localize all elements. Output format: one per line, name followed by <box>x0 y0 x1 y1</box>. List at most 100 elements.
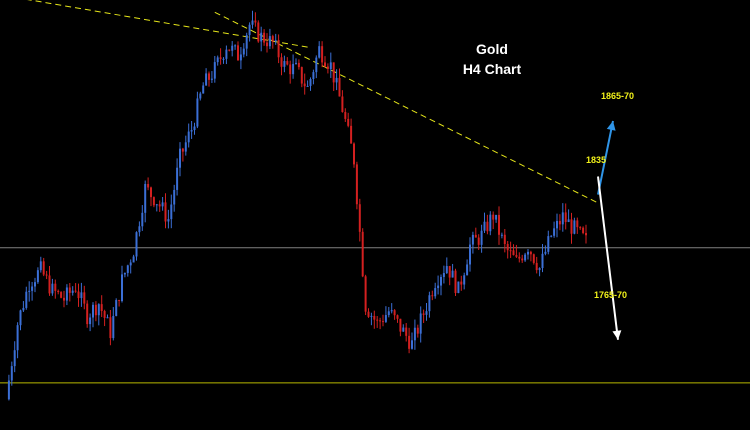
candle-body-162 <box>477 237 480 245</box>
candle-body-9 <box>34 282 36 287</box>
candle-body-93 <box>277 40 280 58</box>
candle-body-190 <box>558 220 561 225</box>
candle-body-26 <box>83 292 86 304</box>
candle-body-148 <box>437 285 440 289</box>
chart-subtitle: H4 Chart <box>462 61 522 77</box>
candle-body-5 <box>22 307 25 311</box>
candle-body-35 <box>109 317 112 339</box>
candle-body-169 <box>498 214 500 235</box>
candle-body-179 <box>527 251 529 255</box>
target-down-label: 1765-70 <box>594 290 628 300</box>
candle-body-129 <box>382 321 384 323</box>
candle-body-155 <box>457 281 460 293</box>
candle-body-164 <box>483 221 486 231</box>
candle-body-37 <box>115 300 118 316</box>
candle-body-33 <box>103 311 106 318</box>
candle-body-50 <box>152 197 155 206</box>
candle-body-98 <box>292 63 295 75</box>
candle-body-47 <box>144 183 147 213</box>
candle-body-132 <box>390 310 393 312</box>
candle-body-197 <box>579 227 582 229</box>
candle-body-125 <box>370 315 373 317</box>
candle-body-32 <box>100 304 103 312</box>
candle-body-24 <box>77 291 80 299</box>
candle-body-115 <box>341 96 344 113</box>
candle-body-25 <box>80 292 83 299</box>
candle-body-38 <box>118 300 121 302</box>
candle-body-55 <box>167 219 170 222</box>
candle-body-176 <box>518 256 521 259</box>
candles <box>7 10 587 401</box>
candle-body-134 <box>396 315 399 319</box>
arrow-up-head <box>606 121 616 131</box>
candle-body-90 <box>268 36 271 47</box>
candle-body-44 <box>135 232 138 257</box>
candle-body-11 <box>39 261 42 271</box>
candle-body-174 <box>512 250 515 256</box>
candle-body-108 <box>321 46 324 63</box>
candle-body-156 <box>460 281 463 285</box>
candle-body-106 <box>315 57 318 73</box>
candle-body-137 <box>405 327 408 336</box>
candle-body-0 <box>7 380 10 400</box>
candle-body-194 <box>570 219 573 234</box>
candle-body-103 <box>306 85 309 87</box>
candle-body-3 <box>16 325 19 351</box>
candle-body-72 <box>216 57 219 63</box>
chart-title: Gold <box>476 41 508 57</box>
candle-body-60 <box>181 148 184 152</box>
candle-body-89 <box>266 42 268 47</box>
trendline-0 <box>27 0 308 48</box>
candle-body-46 <box>141 212 144 227</box>
candle-body-102 <box>303 83 306 87</box>
candle-body-63 <box>190 130 193 132</box>
candle-body-151 <box>445 266 448 274</box>
target-up-label: 1865-70 <box>601 91 635 101</box>
candle-body-198 <box>582 227 585 234</box>
candle-body-157 <box>463 275 466 285</box>
candle-body-189 <box>556 220 558 229</box>
candle-body-111 <box>329 62 332 70</box>
candle-body-114 <box>338 77 341 97</box>
candle-body-17 <box>57 290 60 293</box>
candle-body-20 <box>65 287 68 301</box>
candle-body-170 <box>500 234 503 236</box>
candle-body-136 <box>402 327 405 332</box>
candle-body-121 <box>358 204 361 232</box>
candle-body-64 <box>193 126 196 131</box>
candle-body-180 <box>529 251 532 255</box>
candle-body-96 <box>286 61 289 65</box>
candle-body-74 <box>222 58 225 60</box>
trendlines <box>27 0 598 204</box>
candle-body-161 <box>474 234 477 238</box>
candle-body-77 <box>231 45 234 51</box>
candle-body-124 <box>367 311 370 317</box>
candle-body-142 <box>419 313 422 334</box>
candle-body-109 <box>324 62 326 67</box>
candle-body-41 <box>126 265 129 273</box>
candle-body-182 <box>535 262 538 271</box>
candle-body-177 <box>521 258 524 261</box>
candle-body-42 <box>129 262 132 266</box>
candle-body-99 <box>295 62 297 64</box>
candle-body-160 <box>471 234 474 245</box>
candle-body-119 <box>353 143 355 165</box>
candle-body-31 <box>97 304 100 316</box>
candle-body-57 <box>173 189 176 205</box>
candle-body-12 <box>42 261 45 275</box>
candle-body-56 <box>170 204 173 220</box>
candle-body-4 <box>19 310 22 326</box>
candle-body-51 <box>155 204 158 206</box>
candle-body-147 <box>434 288 437 297</box>
candle-body-118 <box>350 125 353 144</box>
candle-body-70 <box>210 78 213 80</box>
candle-body-18 <box>60 292 63 298</box>
candle-body-61 <box>184 142 187 152</box>
candle-body-183 <box>538 268 541 271</box>
candle-body-16 <box>54 283 57 291</box>
candle-body-91 <box>271 36 274 42</box>
candle-body-43 <box>132 256 135 263</box>
candle-body-76 <box>228 49 231 51</box>
arrow-up <box>597 120 614 195</box>
candle-body-130 <box>384 315 387 322</box>
